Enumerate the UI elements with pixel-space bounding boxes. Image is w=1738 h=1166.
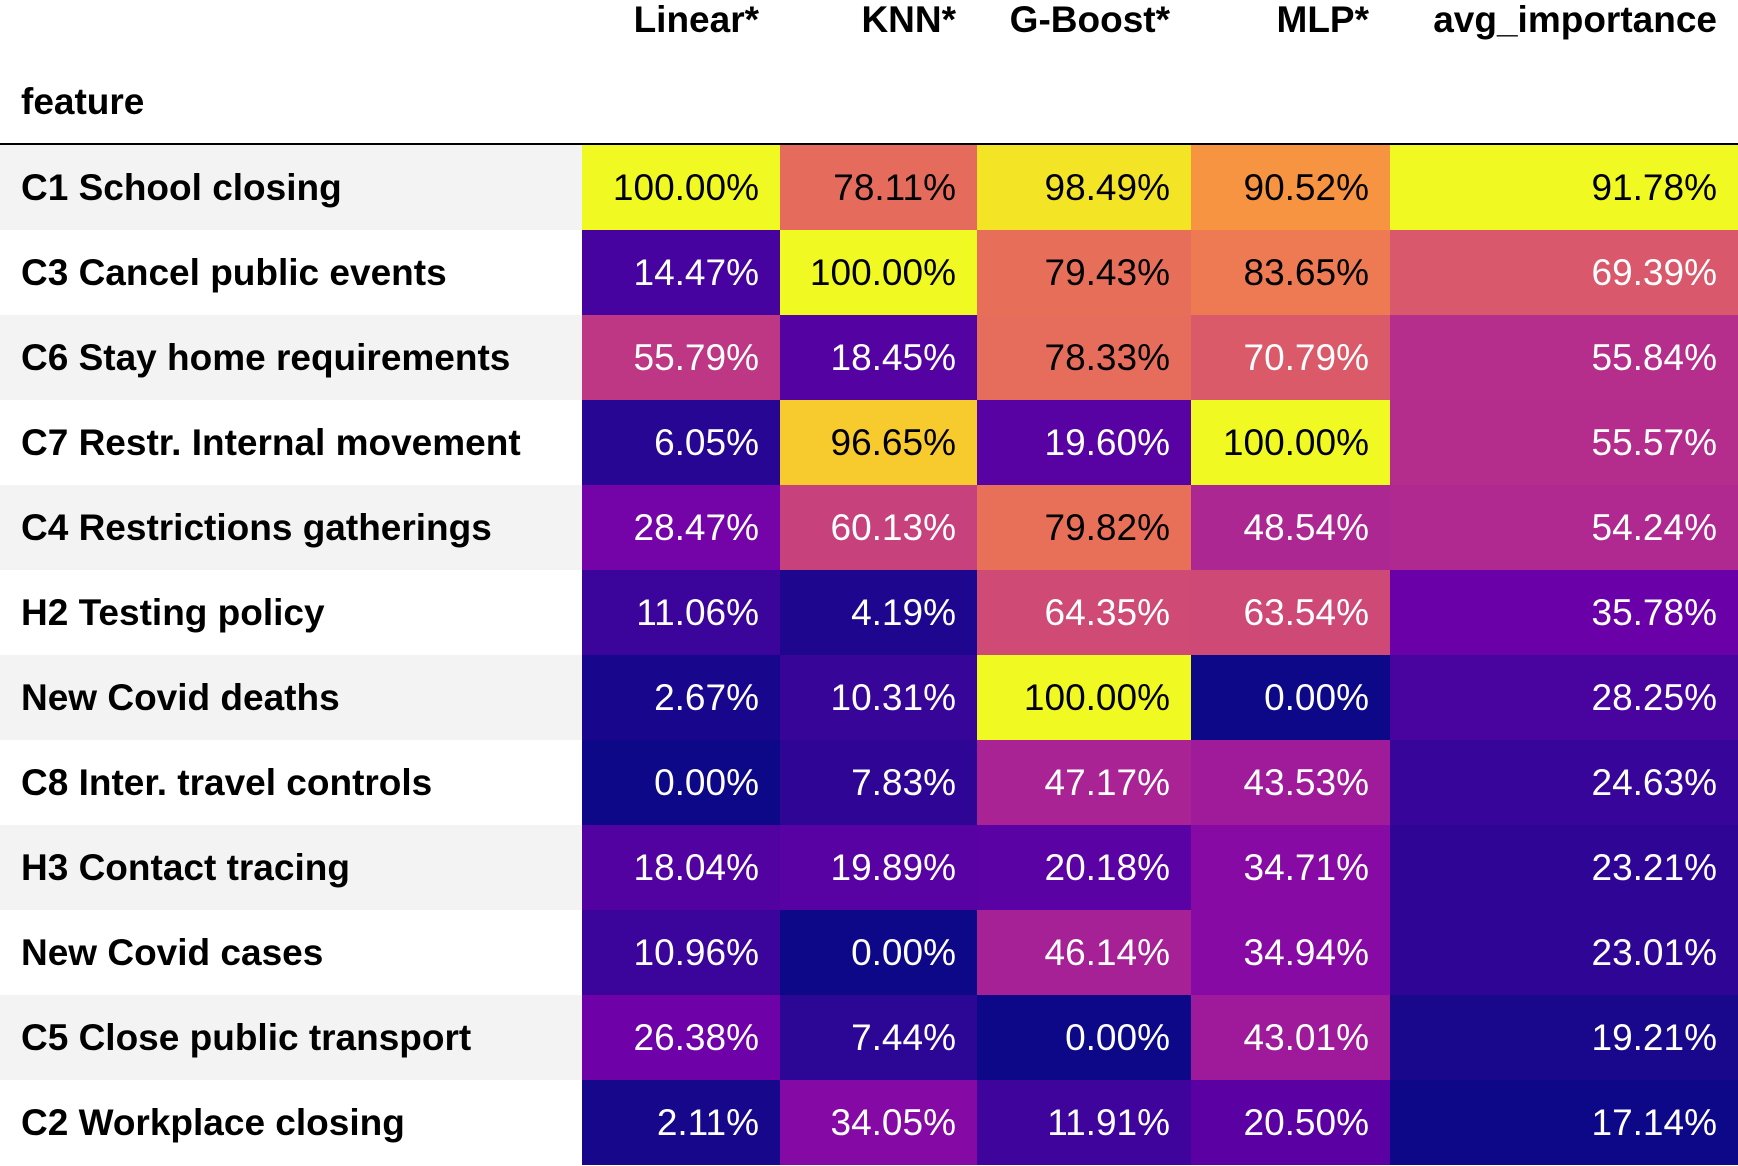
heatmap-cell-avg-importance: 54.24% (1390, 485, 1738, 570)
table-row: C7 Restr. Internal movement 6.05% 96.65% 19… (0, 400, 1738, 485)
heatmap-cell-avg-importance: 55.57% (1390, 400, 1738, 485)
heatmap-cell-mlp: 20.50% (1191, 1080, 1390, 1165)
heatmap-cell-knn: 10.31% (780, 655, 977, 740)
heatmap-cell-knn: 19.89% (780, 825, 977, 910)
table-row: C5 Close public transport 26.38% 7.44% 0.00… (0, 995, 1738, 1080)
heatmap-cell-linear: 10.96% (582, 910, 780, 995)
heatmap-cell-linear: 2.11% (582, 1080, 780, 1165)
index-header: feature (21, 81, 145, 122)
heatmap-cell-avg-importance: 23.21% (1390, 825, 1738, 910)
heatmap-cell-g-boost: 78.33% (977, 315, 1191, 400)
table-row: New Covid cases 10.96% 0.00% 46.14% 34.94% 23… (0, 910, 1738, 995)
heatmap-cell-mlp: 63.54% (1191, 570, 1390, 655)
row-label: C6 Stay home requirements (21, 337, 511, 378)
heatmap-cell-g-boost: 64.35% (977, 570, 1191, 655)
heatmap-cell-linear: 28.47% (582, 485, 780, 570)
heatmap-cell-mlp: 43.01% (1191, 995, 1390, 1080)
heatmap-cell-g-boost: 79.82% (977, 485, 1191, 570)
table-row: C2 Workplace closing 2.11% 34.05% 11.91% 20.… (0, 1080, 1738, 1165)
heatmap-cell-linear: 55.79% (582, 315, 780, 400)
heatmap-cell-avg-importance: 17.14% (1390, 1080, 1738, 1165)
column-header-mlp: MLP* (1276, 0, 1370, 40)
heatmap-cell-mlp: 83.65% (1191, 230, 1390, 315)
heatmap-cell-avg-importance: 28.25% (1390, 655, 1738, 740)
row-label: C5 Close public transport (21, 1017, 472, 1058)
heatmap-cell-mlp: 90.52% (1191, 145, 1390, 230)
heatmap-cell-linear: 14.47% (582, 230, 780, 315)
heatmap-cell-linear: 18.04% (582, 825, 780, 910)
table-row: New Covid deaths 2.67% 10.31% 100.00% 0.00% 2… (0, 655, 1738, 740)
heatmap-cell-g-boost: 47.17% (977, 740, 1191, 825)
heatmap-cell-knn: 100.00% (780, 230, 977, 315)
heatmap-cell-avg-importance: 69.39% (1390, 230, 1738, 315)
column-header-knn: KNN* (861, 0, 956, 40)
heatmap-cell-avg-importance: 35.78% (1390, 570, 1738, 655)
heatmap-cell-mlp: 70.79% (1191, 315, 1390, 400)
heatmap-cell-linear: 6.05% (582, 400, 780, 485)
heatmap-cell-linear: 100.00% (582, 145, 780, 230)
row-label: C7 Restr. Internal movement (21, 422, 521, 463)
heatmap-cell-g-boost: 46.14% (977, 910, 1191, 995)
column-header-g-boost: G-Boost* (1009, 0, 1170, 40)
table-row: H2 Testing policy 11.06% 4.19% 64.35% 63.54%… (0, 570, 1738, 655)
table-row: C8 Inter. travel controls 0.00% 7.83% 47.17… (0, 740, 1738, 825)
table-row: C3 Cancel public events 14.47% 100.00% 79.4… (0, 230, 1738, 315)
heatmap-cell-mlp: 0.00% (1191, 655, 1390, 740)
heatmap-cell-avg-importance: 55.84% (1390, 315, 1738, 400)
header-rule (0, 143, 1738, 145)
heatmap-cell-knn: 78.11% (780, 145, 977, 230)
heatmap-cell-knn: 7.83% (780, 740, 977, 825)
heatmap-cell-mlp: 43.53% (1191, 740, 1390, 825)
heatmap-cell-avg-importance: 23.01% (1390, 910, 1738, 995)
row-label: H2 Testing policy (21, 592, 325, 633)
heatmap-cell-linear: 26.38% (582, 995, 780, 1080)
row-label: C8 Inter. travel controls (21, 762, 433, 803)
row-label: C2 Workplace closing (21, 1102, 405, 1143)
heatmap-cell-g-boost: 100.00% (977, 655, 1191, 740)
heatmap-cell-g-boost: 0.00% (977, 995, 1191, 1080)
heatmap-cell-g-boost: 79.43% (977, 230, 1191, 315)
heatmap-cell-knn: 4.19% (780, 570, 977, 655)
heatmap-cell-knn: 7.44% (780, 995, 977, 1080)
heatmap-cell-avg-importance: 91.78% (1390, 145, 1738, 230)
row-label: C4 Restrictions gatherings (21, 507, 492, 548)
row-label: New Covid cases (21, 932, 324, 973)
heatmap-cell-knn: 34.05% (780, 1080, 977, 1165)
heatmap-cell-linear: 2.67% (582, 655, 780, 740)
heatmap-cell-g-boost: 19.60% (977, 400, 1191, 485)
heatmap-cell-knn: 60.13% (780, 485, 977, 570)
heatmap-cell-knn: 0.00% (780, 910, 977, 995)
heatmap-cell-avg-importance: 19.21% (1390, 995, 1738, 1080)
heatmap-cell-mlp: 34.71% (1191, 825, 1390, 910)
heatmap-cell-g-boost: 11.91% (977, 1080, 1191, 1165)
table-row: C4 Restrictions gatherings 28.47% 60.13% 79… (0, 485, 1738, 570)
table-row: C6 Stay home requirements 55.79% 18.45% 78.… (0, 315, 1738, 400)
heatmap-cell-mlp: 34.94% (1191, 910, 1390, 995)
heatmap-cell-knn: 96.65% (780, 400, 977, 485)
heatmap-cell-g-boost: 98.49% (977, 145, 1191, 230)
table-row: H3 Contact tracing 18.04% 19.89% 20.18% 34.7… (0, 825, 1738, 910)
table-row: C1 School closing 100.00% 78.11% 98.49% 90.5… (0, 145, 1738, 230)
heatmap-cell-avg-importance: 24.63% (1390, 740, 1738, 825)
row-label: New Covid deaths (21, 677, 340, 718)
heatmap-cell-knn: 18.45% (780, 315, 977, 400)
heatmap-cell-g-boost: 20.18% (977, 825, 1191, 910)
row-label: H3 Contact tracing (21, 847, 350, 888)
column-header-linear: Linear* (633, 0, 759, 40)
heatmap-cell-mlp: 100.00% (1191, 400, 1390, 485)
row-label: C3 Cancel public events (21, 252, 447, 293)
column-header-avg-importance: avg_importance (1433, 0, 1717, 40)
heatmap-cell-mlp: 48.54% (1191, 485, 1390, 570)
heatmap-cell-linear: 11.06% (582, 570, 780, 655)
heatmap-cell-linear: 0.00% (582, 740, 780, 825)
row-label: C1 School closing (21, 167, 342, 208)
